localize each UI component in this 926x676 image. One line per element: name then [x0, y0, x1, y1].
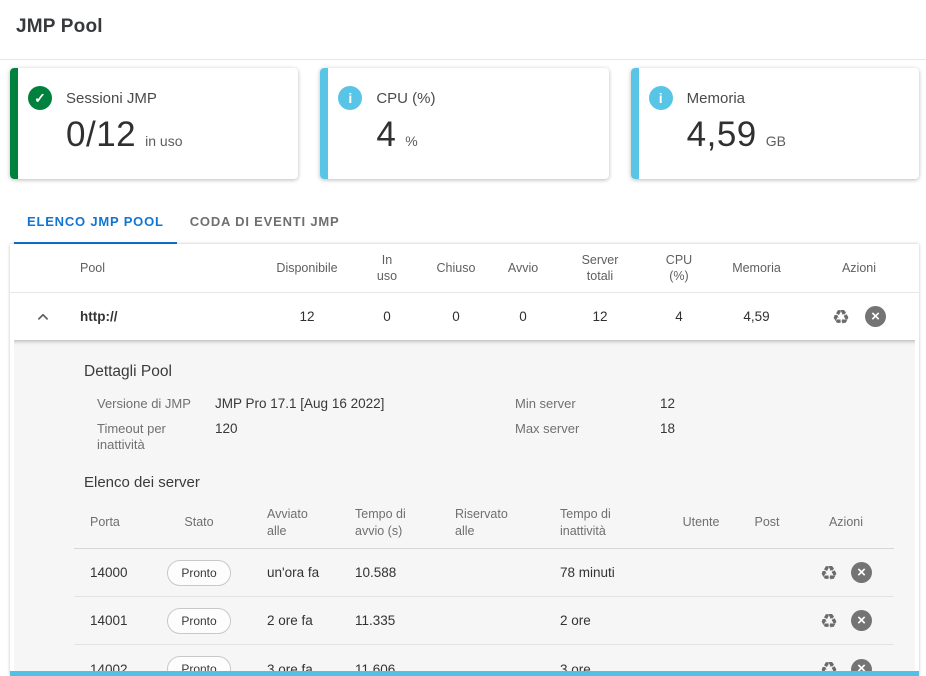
cell-inattivita: 2 ore: [560, 613, 591, 628]
card-unit: %: [405, 133, 418, 149]
detail-value-max-server: 18: [660, 421, 676, 436]
recycle-server-icon[interactable]: ♻: [820, 608, 838, 633]
pool-url: http://: [80, 309, 118, 324]
cell-in-uso: 0: [383, 309, 391, 324]
cell-porta: 14000: [90, 565, 128, 580]
tab-elenco-jmp-pool[interactable]: ELENCO JMP POOL: [14, 202, 177, 245]
header-server-totali: Server totali: [581, 253, 619, 283]
cell-tempo-avvio: 10.588: [355, 565, 397, 580]
card-label: Memoria: [686, 89, 746, 107]
cell-avvio: 0: [519, 309, 527, 324]
header-chiuso: Chiuso: [436, 261, 476, 275]
header-porta: Porta: [90, 515, 120, 529]
cell-inattivita: 78 minuti: [560, 565, 615, 580]
card-label: Sessioni JMP: [66, 89, 157, 107]
server-row: 14001 Pronto 2 ore fa 11.335 2 ore ♻ ×: [74, 597, 894, 645]
recycle-pool-icon[interactable]: ♻: [832, 304, 850, 329]
card-value: 4,59: [686, 115, 757, 154]
tab-bar: ELENCO JMP POOL CODA DI EVENTI JMP: [14, 202, 352, 245]
server-table-header: Porta Stato Avviato alle Tempo di avvio …: [74, 497, 894, 549]
page-title: JMP Pool: [16, 16, 103, 37]
collapse-row-button[interactable]: [32, 306, 54, 328]
info-circle-icon: i: [648, 86, 673, 110]
tab-coda-di-eventi-jmp[interactable]: CODA DI EVENTI JMP: [189, 214, 340, 229]
detail-value-versione: JMP Pro 17.1 [Aug 16 2022]: [215, 396, 385, 411]
header-utente: Utente: [682, 515, 720, 529]
card-memory: i Memoria 4,59 GB: [630, 68, 919, 179]
title-divider: [0, 59, 926, 60]
cell-server-totali: 12: [592, 309, 608, 324]
detail-label-versione: Versione di JMP: [97, 396, 191, 411]
server-list-title: Elenco dei server: [84, 474, 200, 491]
detail-value-min-server: 12: [660, 396, 676, 411]
header-pool: Pool: [80, 261, 106, 275]
card-label: CPU (%): [376, 89, 436, 107]
card-accent-bar: [630, 68, 639, 179]
header-avvio: Avvio: [507, 261, 539, 275]
pool-expanded-panel: Dettagli Pool Versione di JMP JMP Pro 17…: [14, 340, 915, 676]
status-badge: Pronto: [167, 607, 231, 634]
header-azioni: Azioni: [841, 261, 877, 275]
cell-tempo-avvio: 11.335: [355, 613, 396, 628]
cell-memoria: 4,59: [743, 309, 770, 324]
header-cpu: CPU (%): [665, 253, 693, 283]
header-riservato-alle: Riservato alle: [455, 506, 508, 538]
info-circle-icon: i: [338, 86, 363, 110]
card-value: 4: [376, 115, 397, 154]
header-stato: Stato: [184, 515, 214, 529]
detail-label-min-server: Min server: [515, 396, 576, 411]
header-post: Post: [754, 515, 780, 529]
server-row: 14000 Pronto un'ora fa 10.588 78 minuti …: [74, 549, 894, 597]
pool-table: Pool Disponibile In uso Chiuso Avvio Ser…: [10, 244, 919, 676]
header-azioni: Azioni: [828, 515, 864, 529]
card-value: 0/12: [66, 115, 137, 154]
detail-label-timeout: Timeout per inattività: [97, 421, 166, 452]
cell-disponibile: 12: [299, 309, 315, 324]
detail-value-timeout: 120: [215, 421, 238, 436]
close-server-icon[interactable]: ×: [850, 562, 872, 583]
close-pool-icon[interactable]: ×: [864, 306, 886, 327]
cell-chiuso: 0: [452, 309, 460, 324]
close-server-icon[interactable]: ×: [850, 610, 872, 631]
header-tempo-avvio: Tempo di avvio (s): [355, 506, 406, 538]
status-badge: Pronto: [167, 559, 231, 586]
header-memoria: Memoria: [732, 261, 781, 275]
horizontal-scrollbar-thumb[interactable]: [10, 671, 919, 676]
cell-avviato: un'ora fa: [267, 565, 320, 580]
pool-table-header: Pool Disponibile In uso Chiuso Avvio Ser…: [10, 244, 919, 292]
cell-cpu: 4: [675, 309, 683, 324]
pool-details-grid: Versione di JMP JMP Pro 17.1 [Aug 16 202…: [97, 396, 915, 453]
header-disponibile: Disponibile: [276, 261, 338, 275]
header-tempo-inattivita: Tempo di inattività: [560, 506, 611, 538]
card-cpu: i CPU (%) 4 %: [320, 68, 609, 179]
card-jmp-sessions: ✓ Sessioni JMP 0/12 in uso: [10, 68, 299, 179]
detail-label-max-server: Max server: [515, 421, 580, 436]
pool-details-title: Dettagli Pool: [84, 363, 172, 380]
chevron-up-icon: [38, 313, 48, 320]
recycle-server-icon[interactable]: ♻: [820, 560, 838, 585]
card-accent-bar: [320, 68, 329, 179]
header-avviato-alle: Avviato alle: [267, 506, 308, 538]
card-accent-bar: [10, 68, 18, 179]
stat-cards: ✓ Sessioni JMP 0/12 in uso i CPU (%) 4 %…: [10, 68, 919, 179]
header-in-uso: In uso: [376, 253, 398, 283]
cell-avviato: 2 ore fa: [267, 613, 313, 628]
card-unit: GB: [765, 133, 787, 149]
cell-porta: 14001: [90, 613, 128, 628]
check-circle-icon: ✓: [28, 86, 52, 110]
card-unit: in uso: [145, 133, 183, 149]
pool-row: http:// 12 0 0 0 12 4 4,59 ♻ ×: [10, 292, 919, 340]
